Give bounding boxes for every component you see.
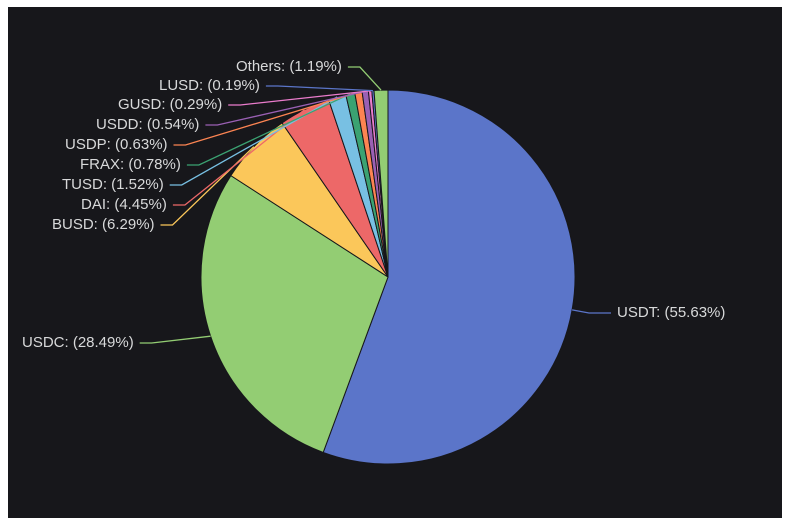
slice-label-usdd: USDD: (0.54%) bbox=[96, 116, 199, 133]
slice-label-usdp: USDP: (0.63%) bbox=[65, 136, 168, 153]
pie-slices bbox=[200, 89, 576, 465]
pie-slice-usdc[interactable] bbox=[200, 174, 389, 454]
slice-label-dai: DAI: (4.45%) bbox=[81, 196, 167, 213]
pie-slice-usdt[interactable] bbox=[322, 89, 576, 465]
slice-label-busd: BUSD: (6.29%) bbox=[52, 216, 155, 233]
slice-label-usdc: USDC: (28.49%) bbox=[22, 334, 134, 351]
leader-line-lusd bbox=[265, 85, 373, 92]
slice-labels: USDT: (55.63%) USDC: (28.49%) BUSD: (6.29%… bbox=[22, 58, 725, 351]
leader-line-usdp bbox=[173, 91, 359, 146]
leader-line-frax bbox=[186, 93, 351, 166]
leader-line-dai bbox=[172, 109, 305, 206]
pie-chart: USDT: (55.63%) USDC: (28.49%) BUSD: (6.29%… bbox=[22, 58, 725, 465]
slice-label-tusd: TUSD: (1.52%) bbox=[62, 176, 164, 193]
leader-line-tusd bbox=[169, 96, 338, 186]
leader-line-usdt bbox=[571, 309, 611, 314]
slice-label-gusd: GUSD: (0.29%) bbox=[118, 96, 222, 113]
slice-label-lusd: LUSD: (0.19%) bbox=[159, 77, 260, 94]
chart-panel: USDT: (55.63%) USDC: (28.49%) BUSD: (6.29%… bbox=[8, 7, 782, 518]
leader-line-gusd bbox=[228, 90, 371, 106]
slice-label-others: Others: (1.19%) bbox=[236, 58, 342, 75]
leader-line-busd bbox=[160, 146, 255, 226]
leader-line-usdd bbox=[205, 90, 366, 126]
leader-line-others bbox=[347, 66, 382, 91]
label-leader-lines bbox=[139, 66, 611, 344]
pie-slice-others[interactable] bbox=[373, 89, 389, 278]
slice-label-usdt: USDT: (55.63%) bbox=[617, 304, 725, 321]
slice-label-frax: FRAX: (0.78%) bbox=[80, 156, 181, 173]
leader-line-usdc bbox=[139, 335, 211, 344]
